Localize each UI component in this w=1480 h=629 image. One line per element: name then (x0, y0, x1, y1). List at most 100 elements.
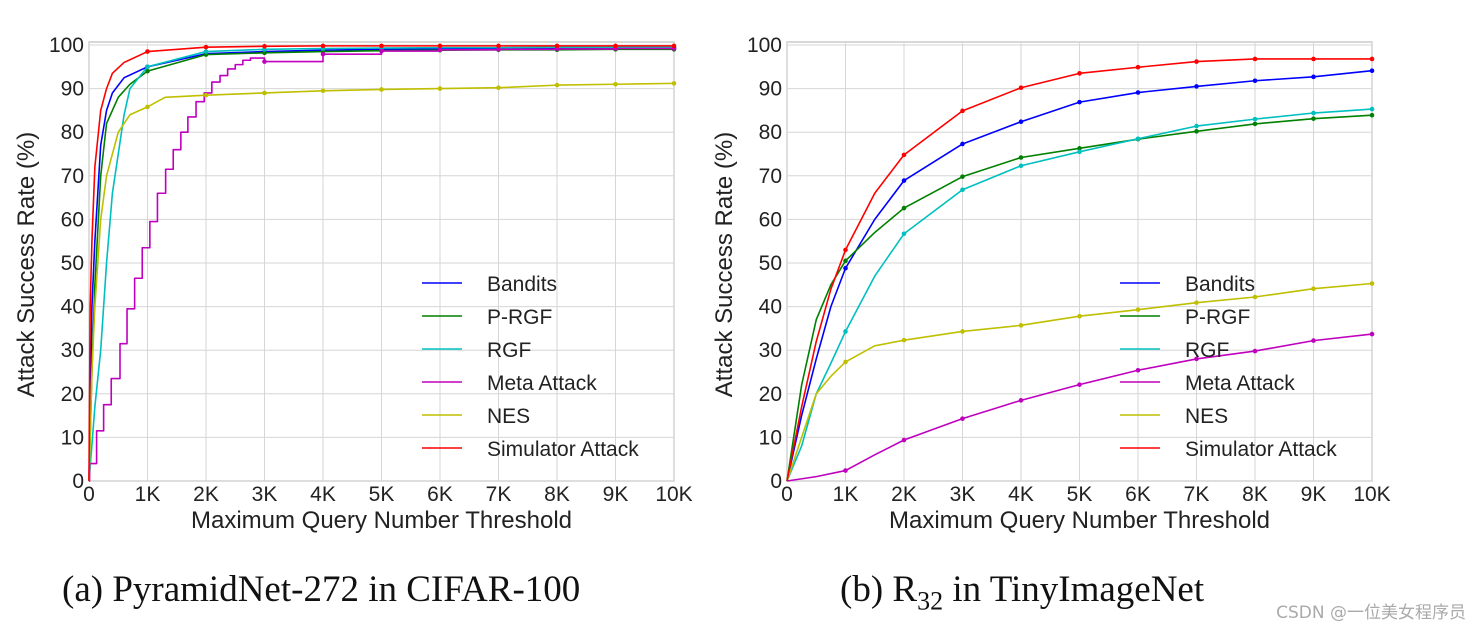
marker-rgf (1018, 163, 1024, 169)
y-tick-label: 30 (61, 339, 84, 362)
y-tick-label: 20 (61, 383, 84, 406)
marker-bandits (1135, 90, 1141, 95)
marker-rgf (1135, 136, 1141, 142)
marker-nes (554, 82, 560, 88)
x-tick-label: 7K (1184, 483, 1210, 506)
marker-meta-attack (1018, 398, 1024, 403)
marker-simulator-attack (1252, 56, 1258, 62)
marker-rgf (1077, 149, 1082, 155)
marker-p-rgf (1194, 129, 1199, 134)
marker-simulator-attack (960, 108, 965, 114)
marker-p-rgf (960, 174, 965, 179)
y-tick-label: 50 (61, 252, 84, 275)
chart-a: 0 1K 2K 3K 4K 5K 6K 7K 8K 9K 10K 0 10 20 30 40 50 60 70 80 9… (13, 34, 693, 534)
y-tick-label: 30 (759, 339, 782, 362)
marker-meta-attack (1135, 367, 1141, 373)
marker-rgf (145, 64, 150, 70)
marker-nes (843, 359, 848, 365)
x-tick-label: 8K (1242, 483, 1268, 506)
legend-label: RGF (487, 339, 531, 362)
y-axis-label: Attack Success Rate (%) (13, 132, 40, 397)
marker-nes (496, 85, 501, 91)
legend-label: Bandits (1185, 273, 1255, 296)
marker-nes (437, 86, 443, 91)
marker-nes (320, 88, 326, 94)
marker-meta-attack (1077, 382, 1082, 387)
y-tick-label: 60 (61, 208, 84, 231)
x-tick-label: 6K (427, 483, 453, 506)
marker-simulator-attack (554, 43, 560, 49)
y-tick-label: 90 (61, 78, 84, 101)
x-tick-label: 5K (1067, 483, 1093, 506)
y-tick-label: 0 (72, 470, 84, 493)
marker-p-rgf (262, 50, 267, 56)
marker-simulator-attack (671, 43, 677, 49)
marker-meta-attack (1194, 356, 1199, 362)
y-tick-label: 90 (759, 78, 782, 101)
marker-bandits (1194, 84, 1199, 89)
x-tick-label: 3K (950, 483, 976, 506)
y-tick-label: 80 (61, 121, 84, 144)
x-tick-label: 1K (833, 483, 859, 506)
marker-meta-attack (379, 48, 384, 54)
x-tick-label: 9K (603, 483, 629, 506)
x-axis-label: Maximum Query Number Threshold (889, 507, 1270, 534)
marker-rgf (203, 49, 209, 54)
marker-meta-attack (320, 51, 326, 57)
marker-meta-attack (437, 47, 443, 53)
marker-meta-attack (901, 437, 907, 443)
marker-meta-attack (1252, 348, 1258, 354)
marker-rgf (901, 231, 907, 237)
marker-p-rgf (1018, 155, 1024, 160)
y-tick-label: 60 (759, 208, 782, 231)
marker-simulator-attack (901, 152, 907, 158)
marker-bandits (1311, 74, 1316, 80)
marker-rgf (1369, 106, 1375, 112)
marker-simulator-attack (1311, 56, 1316, 62)
marker-simulator-attack (1135, 64, 1141, 70)
marker-bandits (1369, 68, 1375, 74)
marker-nes (1018, 323, 1024, 328)
x-axis-label: Maximum Query Number Threshold (191, 507, 572, 534)
marker-bandits (1018, 119, 1024, 125)
marker-simulator-attack (1077, 71, 1082, 76)
y-axis-label: Attack Success Rate (%) (711, 132, 738, 397)
legend-label: Simulator Attack (1185, 438, 1337, 461)
x-tick-label: 9K (1301, 483, 1327, 506)
x-tick-label: 2K (193, 483, 219, 506)
marker-p-rgf (901, 205, 907, 211)
caption-b-subscript: 32 (917, 586, 944, 616)
legend-label: Simulator Attack (487, 438, 639, 461)
legend-label: RGF (1185, 339, 1229, 362)
marker-p-rgf (1252, 121, 1258, 127)
marker-simulator-attack (1018, 85, 1024, 91)
marker-meta-attack (1311, 338, 1316, 343)
marker-meta-attack (496, 47, 501, 52)
marker-simulator-attack (1194, 59, 1199, 64)
x-tick-label: 0 (83, 483, 95, 506)
y-tick-label: 40 (61, 296, 84, 319)
marker-rgf (1252, 116, 1258, 122)
marker-nes (671, 81, 677, 86)
marker-simulator-attack (613, 43, 618, 49)
y-tick-label: 10 (759, 426, 782, 449)
y-tick-label: 50 (759, 252, 782, 275)
x-tick-label: 5K (369, 483, 395, 506)
marker-p-rgf (1369, 112, 1375, 118)
caption-a-text: (a) PyramidNet-272 in CIFAR-100 (62, 569, 581, 610)
chart-b: 0 1K 2K 3K 4K 5K 6K 7K 8K 9K 10K 0 10 20 30 40 50 60 70 80 9… (711, 34, 1391, 534)
marker-rgf (843, 329, 848, 334)
x-tick-label: 3K (252, 483, 278, 506)
marker-nes (1369, 281, 1375, 286)
marker-meta-attack (262, 59, 267, 64)
series-line-simulator-attack (88, 45, 674, 482)
legend-label: P-RGF (487, 306, 552, 329)
marker-p-rgf (843, 258, 848, 264)
marker-simulator-attack (496, 43, 501, 49)
marker-bandits (1077, 99, 1082, 105)
series-line-nes (88, 82, 675, 482)
marker-nes (960, 329, 965, 334)
marker-nes (262, 90, 267, 96)
y-tick-label: 20 (759, 383, 782, 406)
